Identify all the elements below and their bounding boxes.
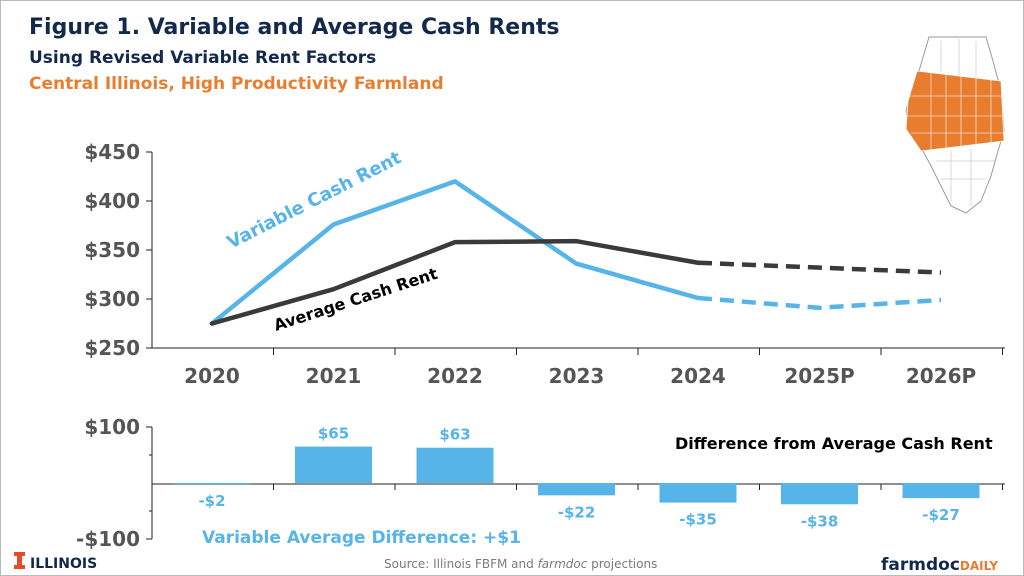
top-y-tick-label: $350 [84, 238, 140, 262]
bar-value-label: -$27 [922, 506, 960, 524]
illinois-logo: ILLINOIS [14, 552, 97, 572]
illinois-map-icon [905, 36, 1005, 214]
figure-title: Figure 1. Variable and Average Cash Rent… [29, 15, 560, 40]
source-note: Source: Illinois FBFM and farmdoc projec… [384, 557, 657, 571]
bar-value-label: -$35 [679, 511, 717, 529]
illinois-wordmark: ILLINOIS [30, 556, 97, 572]
difference-bar [902, 483, 980, 499]
bar-chart-title: Difference from Average Cash Rent [675, 434, 993, 453]
bar-value-label: $65 [318, 425, 349, 443]
farmdoc-daily-logo: farmdocDAILY [881, 555, 998, 575]
bar-value-label: $63 [439, 426, 470, 444]
top-x-tick-label: 2023 [549, 364, 605, 388]
top-y-tick-label: $450 [84, 140, 140, 164]
figure-region: Central Illinois, High Productivity Farm… [29, 74, 444, 94]
bottom-y-tick-label: $100 [84, 415, 140, 439]
difference-bar [173, 483, 251, 485]
top-x-tick-label: 2021 [306, 364, 362, 388]
difference-bar [295, 446, 372, 483]
top-x-tick-label: 2024 [670, 364, 726, 388]
series-line-actual [209, 179, 701, 326]
average-difference-annotation: Variable Average Difference: +$1 [202, 528, 521, 548]
top-x-tick-label: 2026P [906, 364, 976, 388]
series-line-projected [697, 260, 942, 275]
series-line-actual [209, 238, 701, 326]
difference-bar [659, 483, 737, 503]
top-y-tick-label: $400 [84, 189, 140, 213]
difference-bar [538, 483, 615, 496]
figure-subtitle: Using Revised Variable Rent Factors [29, 48, 377, 68]
difference-bar [781, 483, 858, 505]
top-x-tick-label: 2022 [427, 364, 483, 388]
difference-bar [416, 447, 494, 483]
top-y-tick-label: $250 [84, 336, 140, 360]
bar-value-label: -$22 [558, 503, 596, 521]
series-line-projected [697, 295, 942, 311]
top-y-tick-label: $300 [84, 287, 140, 311]
illinois-block-i-icon [14, 552, 25, 569]
top-x-tick-label: 2020 [184, 364, 240, 388]
top-x-tick-label: 2025P [784, 364, 854, 388]
bottom-y-tick-label: -$100 [76, 527, 140, 551]
bar-value-label: -$2 [198, 492, 225, 510]
bar-value-label: -$38 [801, 512, 839, 530]
map-region-highlight [905, 70, 1005, 152]
